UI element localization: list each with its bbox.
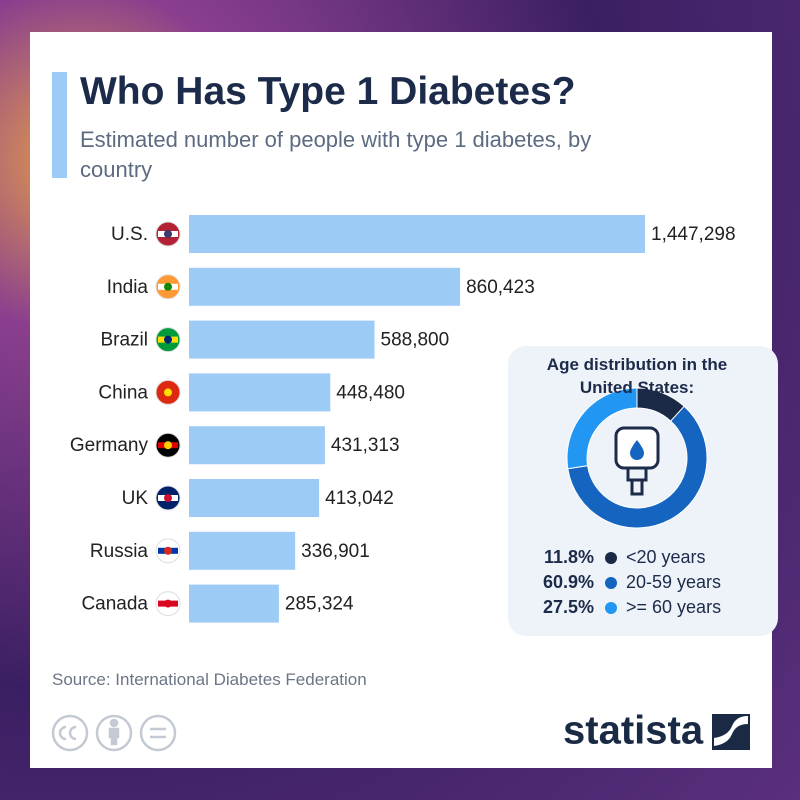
flag-rim (155, 432, 181, 458)
legend-value: 60.9% (543, 572, 594, 592)
bar (189, 426, 325, 465)
accent-bar (52, 72, 67, 178)
flag-rim (155, 274, 181, 300)
value-label: 588,800 (381, 330, 450, 351)
meter-drop (630, 440, 644, 460)
flag-emblem (164, 494, 172, 502)
category-label: Russia (90, 541, 149, 562)
flag-rim (155, 327, 181, 353)
logo-icon (712, 714, 750, 750)
category-label: China (98, 382, 148, 403)
flag-rim (155, 379, 181, 405)
meter-strip-end (630, 478, 644, 496)
legend-label: <20 years (626, 547, 706, 567)
category-label: Brazil (100, 330, 148, 351)
source: Source: International Diabetes Federatio… (52, 670, 367, 689)
flag (155, 327, 181, 353)
flag-emblem (164, 599, 172, 608)
flag-emblem (164, 546, 172, 555)
flag-emblem (164, 335, 172, 344)
value-label: 431,313 (331, 435, 400, 456)
value-label: 285,324 (285, 594, 354, 615)
bar (189, 215, 645, 253)
flag-rim (155, 591, 181, 617)
flag-emblem (164, 282, 172, 291)
value-label: 448,480 (336, 382, 405, 403)
flag (155, 274, 181, 300)
flag-rim (155, 221, 181, 247)
glucose-meter-icon (614, 426, 660, 496)
bar (189, 531, 296, 570)
legend-label: 20-59 years (626, 572, 721, 592)
legend-value: 11.8% (544, 547, 594, 567)
category-label: U.S. (111, 224, 148, 245)
value-label: 413,042 (325, 488, 394, 509)
flag (155, 485, 181, 511)
license-icons (51, 714, 177, 752)
logo: statista (563, 709, 704, 753)
flag (155, 538, 181, 564)
value-label: 336,901 (301, 541, 370, 562)
chart-title: Who Has Type 1 Diabetes? (80, 70, 576, 113)
flag-rim (155, 538, 181, 564)
bar (189, 479, 320, 517)
category-label: India (107, 277, 149, 298)
flag-emblem (164, 230, 172, 238)
legend-value: 27.5% (543, 597, 594, 617)
flag-rim (155, 485, 181, 511)
bar (189, 373, 331, 412)
value-label: 1,447,298 (651, 224, 736, 245)
flag (155, 221, 181, 247)
value-label: 860,423 (466, 277, 535, 298)
flag-emblem (164, 441, 172, 450)
flag (155, 379, 181, 405)
donut-slice (566, 387, 638, 470)
legend-label: >= 60 years (626, 597, 721, 617)
category-label: Germany (70, 435, 149, 456)
legend-dot (605, 602, 617, 614)
bar (189, 267, 461, 306)
flag-emblem (164, 388, 172, 397)
donut-title: Age distribution in the United States: (546, 355, 728, 397)
legend-dot (605, 552, 617, 564)
legend-dot (605, 577, 617, 589)
chart-subtitle: Estimated number of people with type 1 d… (80, 127, 592, 182)
category-label: UK (122, 488, 149, 509)
category-label: Canada (81, 594, 148, 615)
flag (155, 591, 181, 617)
bar (189, 320, 375, 359)
donut-slice (567, 405, 708, 529)
flag (155, 432, 181, 458)
bar (189, 584, 279, 623)
